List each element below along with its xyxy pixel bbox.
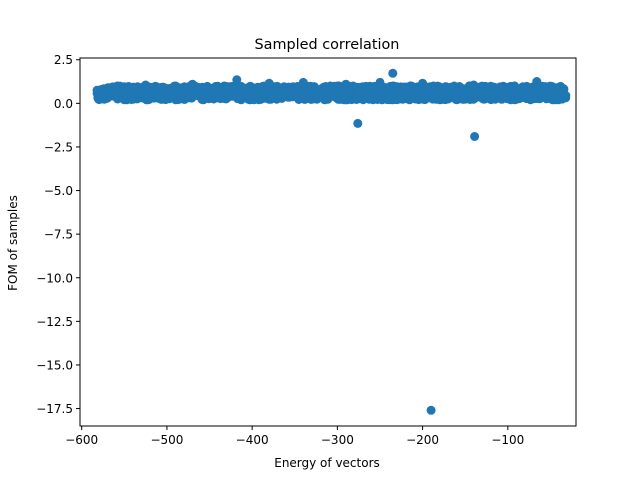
data-point [426,405,436,415]
data-point [384,86,394,95]
data-point [331,93,341,102]
data-point [232,75,242,85]
y-tick-label: −17.5 [36,402,73,416]
x-axis-ticks: −600 −500 −400 −300 −200 −100 [65,426,524,447]
data-point [337,86,347,96]
data-point [361,81,371,91]
x-tick-label: −500 [150,433,183,447]
data-point [362,92,371,102]
data-point [379,91,389,101]
x-tick-label: −100 [491,433,524,447]
data-point [491,86,501,96]
point-band [92,81,571,105]
data-point [551,84,561,94]
data-point [341,79,351,89]
y-tick-label: −2.5 [44,140,73,154]
data-point [514,92,524,102]
data-point [188,79,197,89]
data-point [375,77,385,87]
data-point [470,132,480,141]
data-point [469,80,479,90]
data-point [485,91,495,101]
data-point [541,93,551,103]
y-tick-label: −5.0 [44,184,73,198]
data-point [170,84,180,94]
data-point [228,91,238,101]
data-point [428,94,438,104]
data-point [394,94,403,104]
data-point [98,89,108,99]
plot-area [79,57,577,427]
data-point [201,84,211,94]
data-point [198,94,208,104]
x-axis-label: Energy of vectors [274,456,380,470]
data-point [188,86,198,96]
y-tick-label: −12.5 [36,315,73,329]
data-point [458,93,468,103]
data-point [264,78,274,88]
axes-frame [79,57,577,427]
data-point [457,84,467,94]
data-point [298,77,308,87]
data-point [215,92,224,102]
data-point [148,83,158,93]
data-point [532,77,542,86]
data-point [154,94,164,104]
x-tick-label: −600 [65,433,98,447]
data-point [327,83,337,92]
data-point [111,82,121,92]
data-point [431,86,441,96]
y-tick-label: −10.0 [36,271,73,285]
data-point [317,88,327,98]
x-tick-label: −400 [236,433,269,447]
data-point [418,78,428,88]
data-point [228,81,238,91]
data-point [158,82,168,92]
data-point [388,68,398,78]
data-point [473,88,483,98]
y-tick-label: 0.0 [54,97,73,111]
data-point [561,91,571,100]
data-point [211,83,221,93]
y-axis-label: FOM of samples [6,195,20,291]
data-point [280,87,290,97]
data-point [296,93,306,103]
data-point [249,90,259,99]
data-point [270,90,280,100]
x-tick-label: −200 [406,433,439,447]
y-tick-label: −15.0 [36,358,73,372]
y-axis-ticks: 2.5 0.0 −2.5 −5.0 −7.5 −10.0 −12.5 −15.0 −17.5 [36,53,80,416]
data-point [523,90,533,100]
data-point [518,82,528,92]
data-point [129,89,139,98]
data-point [236,82,246,91]
data-point [353,86,363,96]
data-point [109,91,119,101]
data-point [540,82,550,92]
data-point [304,88,314,98]
data-point [179,87,189,97]
data-point [353,118,363,128]
data-point [141,80,151,90]
y-tick-label: −7.5 [44,228,73,242]
x-tick-label: −300 [321,433,354,447]
data-point [449,93,459,103]
y-tick-label: 2.5 [54,53,73,67]
data-point [241,90,251,100]
chart-title: Sampled correlation [255,37,400,53]
